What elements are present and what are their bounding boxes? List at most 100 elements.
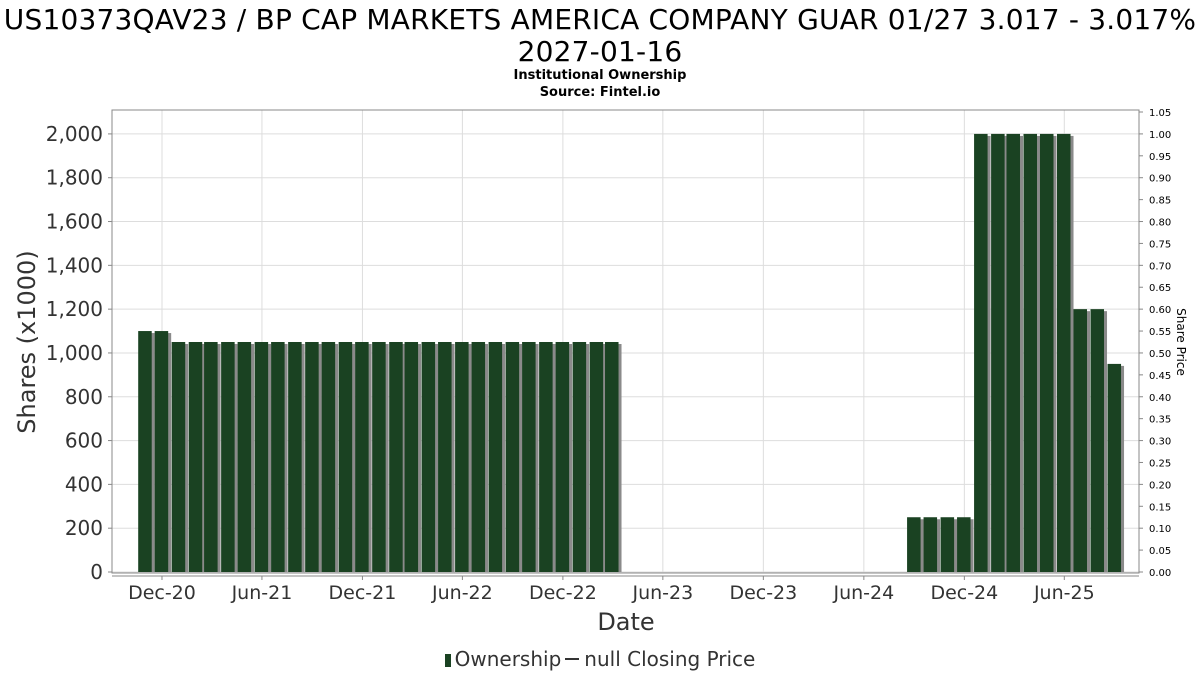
y-tick-label: 1,200 [46,297,103,321]
ownership-bar [455,342,469,572]
y2-tick-label: 0.50 [1149,349,1171,360]
ownership-bar [254,342,269,572]
price-legend-line [565,658,580,660]
ownership-bar [1023,133,1038,572]
x-tick-label: Dec-23 [729,582,797,604]
y-tick-label: 1,000 [46,341,103,365]
chart-title: US10373QAV23 / BP CAP MARKETS AMERICA CO… [3,3,1197,68]
x-axis-title: Date [597,608,654,636]
x-tick-label: Dec-20 [128,582,196,604]
y2-tick-label: 0.35 [1149,415,1171,426]
ownership-bar [154,331,169,572]
y2-tick-label: 0.20 [1149,480,1171,491]
ownership-bar [505,342,520,572]
ownership-bar [940,517,955,572]
ownership-bar [605,342,619,572]
legend-ownership-label: Ownership [454,647,562,671]
y2-tick-label: 0.25 [1149,458,1171,469]
ownership-bar [1039,133,1054,572]
y2-tick-label: 0.80 [1149,218,1171,229]
x-tick-label: Jun-23 [631,582,693,604]
ownership-bar [204,342,218,572]
y2-axis-title: Share Price [1174,308,1188,376]
y2-tick-label: 0.95 [1149,152,1171,163]
y-tick-label: 200 [65,516,103,540]
ownership-bar [188,342,203,572]
ownership-bar [288,342,302,572]
y-tick-label: 0 [90,560,103,584]
y-tick-label: 600 [65,429,103,453]
y-tick-label: 2,000 [46,122,103,146]
x-tick-label: Dec-24 [930,582,998,604]
ownership-bar [321,342,336,572]
y2-tick-label: 0.45 [1149,371,1171,382]
x-tick-label: Jun-21 [231,582,293,604]
y2-axis-ticks: 0.00 0.05 0.10 0.15 0.20 0.25 0.30 0.35 0.40 0.45… [1139,108,1171,579]
y2-tick-label: 0.40 [1149,393,1171,404]
y-tick-label: 800 [65,385,103,409]
ownership-bar [438,342,452,572]
plot-frame [111,109,1140,574]
x-tick-label: Jun-22 [431,582,493,604]
y2-tick-label: 0.75 [1149,239,1171,250]
ownership-bar [572,342,587,572]
y2-tick-label: 0.90 [1149,174,1171,185]
y2-tick-label: 0.30 [1149,437,1171,448]
y2-tick-label: 0.00 [1149,568,1171,579]
y2-tick-label: 0.85 [1149,196,1171,207]
ownership-bar [221,342,235,572]
ownership-bar [957,517,971,572]
y2-tick-label: 0.05 [1149,546,1171,557]
ownership-bar [471,342,486,572]
x-tick-label: Jun-25 [1033,582,1095,604]
ownership-bar [555,342,570,572]
x-tick-label: Jun-24 [832,582,894,604]
ownership-bar [589,342,604,572]
legend-price-label: null Closing Price [584,647,756,671]
ownership-bar [1006,133,1020,572]
ownership-bar [355,342,369,572]
ownership-bar [488,342,503,572]
ownership-bar [923,517,938,572]
ownership-bar [338,342,353,572]
ownership-bar [389,342,403,572]
ownership-bar [991,133,1005,572]
ownership-bar [539,342,553,572]
y-tick-label: 400 [65,472,103,496]
y-axis-title: Shares (x1000) [13,250,41,433]
ownership-bar [1073,309,1087,572]
y-axis-ticks: 0 200 400 600 800 1,000 1,200 1,400 1,600 1,800 2,… [46,122,112,584]
y2-tick-label: 1.00 [1149,130,1171,141]
ownership-bar [404,342,419,572]
y-tick-label: 1,400 [46,253,103,277]
x-tick-label: Dec-22 [529,582,597,604]
ownership-bar [271,342,285,572]
x-tick-label: Dec-21 [329,582,397,604]
ownership-bar [421,342,436,572]
y2-tick-label: 0.15 [1149,502,1171,513]
y2-tick-label: 0.10 [1149,524,1171,535]
y2-tick-label: 0.70 [1149,261,1171,272]
bar-series-ownership [138,133,1125,572]
ownership-bar [907,517,921,572]
ownership-bar [1057,133,1071,572]
ownership-chart: 0 200 400 600 800 1,000 1,200 1,400 1,600 1,800 2,… [13,108,1188,636]
ownership-bar [1090,309,1105,572]
ownership-bar [171,342,186,572]
y2-tick-label: 1.05 [1149,108,1171,119]
ownership-bar [1107,363,1122,572]
ownership-legend-swatch [444,654,451,667]
chart-source: Source: Fintel.io [539,85,661,100]
y2-tick-label: 0.60 [1149,305,1171,316]
ownership-bar [974,133,988,572]
legend: Ownership null Closing Price [0,647,1200,671]
ownership-bar [372,342,386,572]
ownership-bar [237,342,252,572]
ownership-bar [138,331,152,572]
ownership-bar [522,342,536,572]
y-tick-label: 1,600 [46,210,103,234]
y2-tick-label: 0.65 [1149,283,1171,294]
y2-tick-label: 0.55 [1149,327,1171,338]
y-tick-label: 1,800 [46,166,103,190]
chart-subtitle: Institutional Ownership [513,68,687,83]
